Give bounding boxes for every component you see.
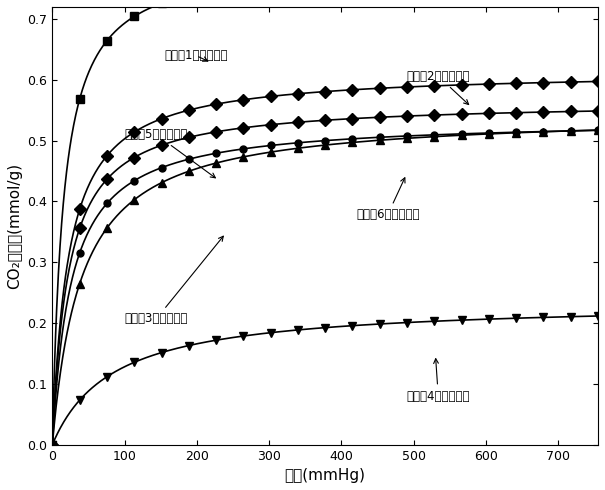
Y-axis label: CO₂吸附量(mmol/g): CO₂吸附量(mmol/g) <box>7 163 22 289</box>
Text: 实施例1功能化样品: 实施例1功能化样品 <box>165 49 228 62</box>
Text: 实施例6功能化样品: 实施例6功能化样品 <box>356 178 419 221</box>
X-axis label: 压力(mmHg): 压力(mmHg) <box>285 468 365 483</box>
Text: 实施例5功能化样品: 实施例5功能化样品 <box>125 128 215 178</box>
Text: 实施例4功能化样品: 实施例4功能化样品 <box>407 359 470 402</box>
Text: 实施例3功能化样品: 实施例3功能化样品 <box>125 236 223 325</box>
Text: 实施例2功能化样品: 实施例2功能化样品 <box>407 70 470 104</box>
